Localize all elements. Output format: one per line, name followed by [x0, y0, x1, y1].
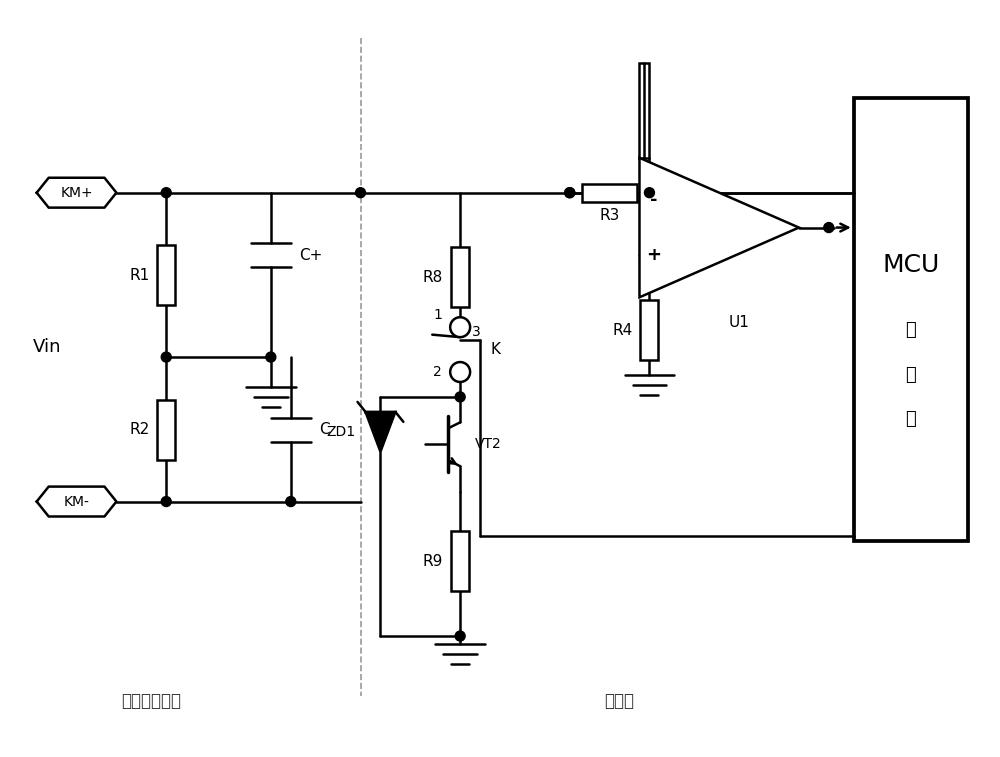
Text: 直流电源系统: 直流电源系统	[121, 692, 181, 710]
Circle shape	[565, 188, 575, 198]
Circle shape	[644, 188, 654, 198]
Text: C: C	[319, 422, 329, 438]
Bar	[582, 184, 637, 201]
Polygon shape	[365, 412, 395, 452]
Circle shape	[266, 352, 276, 362]
Text: R2: R2	[129, 422, 149, 438]
Circle shape	[161, 188, 171, 198]
Text: C+: C+	[299, 248, 322, 263]
Text: ZD1: ZD1	[326, 425, 356, 439]
Bar	[451, 531, 469, 591]
Text: VT2: VT2	[475, 438, 502, 451]
Circle shape	[455, 631, 465, 641]
Text: Vin: Vin	[32, 338, 61, 356]
Text: 制: 制	[906, 366, 916, 384]
Text: 1: 1	[433, 308, 442, 322]
Bar	[639, 63, 649, 157]
Text: R4: R4	[612, 322, 633, 338]
Text: 3: 3	[472, 325, 481, 338]
Bar	[451, 248, 469, 307]
Polygon shape	[639, 157, 799, 298]
Text: U1: U1	[729, 315, 750, 330]
Circle shape	[450, 362, 470, 382]
Text: 本发明: 本发明	[605, 692, 635, 710]
Circle shape	[161, 352, 171, 362]
Text: KM+: KM+	[60, 185, 93, 200]
Text: KM-: KM-	[64, 494, 89, 509]
Circle shape	[450, 317, 470, 337]
Text: 2: 2	[433, 365, 442, 379]
Text: 器: 器	[906, 410, 916, 428]
Text: -: -	[650, 191, 657, 209]
Bar	[854, 98, 968, 541]
Circle shape	[565, 188, 575, 198]
Text: MCU: MCU	[882, 253, 940, 277]
Circle shape	[824, 223, 834, 232]
Bar	[157, 400, 175, 459]
Text: R8: R8	[423, 270, 443, 285]
Text: 控: 控	[906, 321, 916, 338]
Circle shape	[161, 497, 171, 506]
Circle shape	[356, 188, 365, 198]
Text: R1: R1	[129, 268, 149, 283]
Circle shape	[455, 392, 465, 402]
Text: K: K	[490, 342, 500, 357]
Bar	[157, 245, 175, 305]
Text: +: +	[646, 247, 661, 264]
Text: R9: R9	[423, 554, 443, 569]
Bar	[640, 301, 658, 360]
Text: R3: R3	[599, 207, 620, 223]
Circle shape	[286, 497, 296, 506]
